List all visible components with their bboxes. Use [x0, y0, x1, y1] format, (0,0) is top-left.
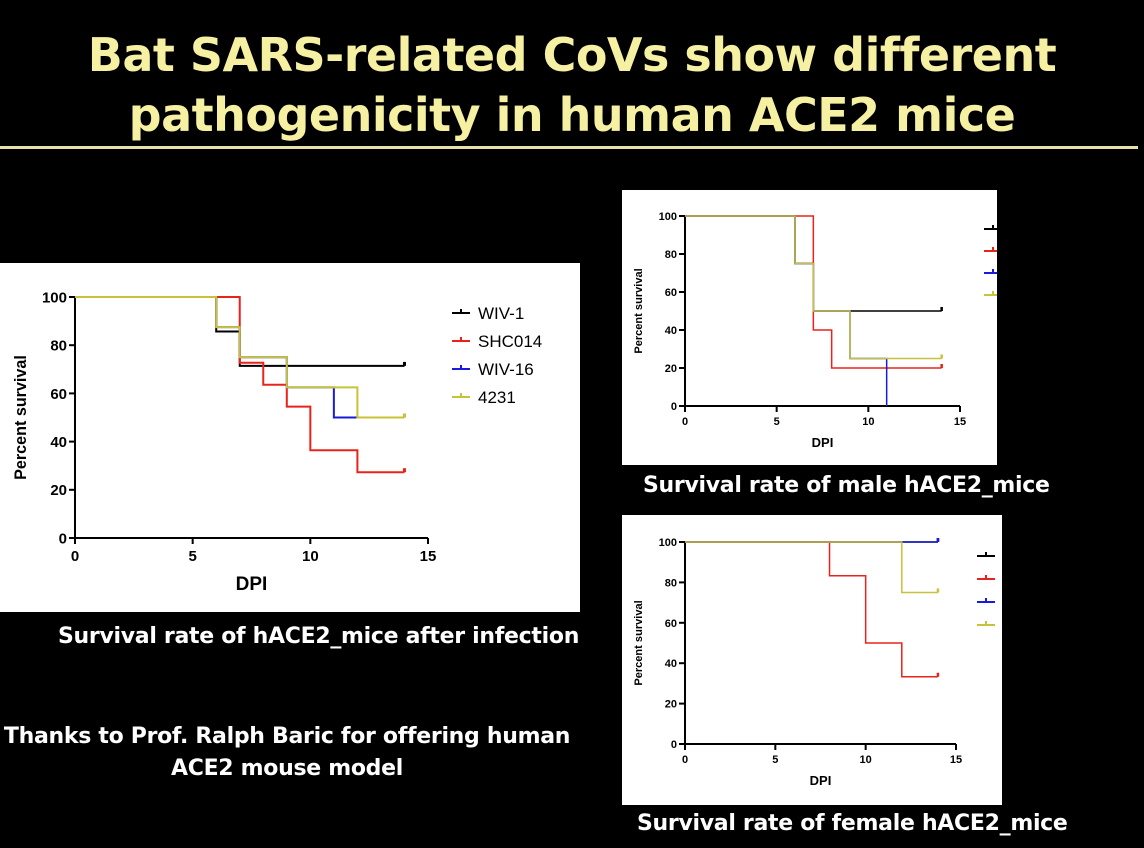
x-tick-label: 15 [954, 416, 966, 428]
y-tick-label: 0 [59, 530, 67, 547]
x-tick-label: 15 [420, 548, 437, 565]
x-tick-label: 10 [302, 548, 319, 565]
y-tick-label: 20 [665, 699, 677, 711]
x-tick-label: 0 [682, 416, 688, 428]
y-tick-label: 20 [50, 482, 67, 499]
y-tick-label: 80 [50, 338, 67, 355]
survival-curve-shc014 [685, 541, 938, 678]
y-tick-label: 60 [50, 386, 67, 403]
y-axis-label: Percent survival [12, 355, 30, 480]
legend-label: WIV-1 [478, 304, 524, 323]
caption-female: Survival rate of female hACE2_mice [637, 811, 1068, 836]
y-tick-label: 100 [659, 211, 677, 223]
survival-curve-4231 [685, 215, 942, 360]
survival-curve-4231 [75, 296, 405, 419]
x-tick-label: 5 [774, 416, 780, 428]
chart-svg: 0 20 40 60 80 100 0 5 10 15 DPI Percent survival WIV… [12, 289, 542, 595]
y-tick-label: 80 [665, 577, 677, 589]
x-axis-label: DPI [236, 574, 268, 595]
caption-male: Survival rate of male hACE2_mice [643, 473, 1050, 498]
x-tick-label: 0 [682, 754, 688, 766]
legend-label: 4231 [478, 388, 516, 407]
y-tick-label: 60 [665, 618, 677, 630]
y-tick-label: 20 [665, 363, 677, 375]
y-tick-label: 0 [671, 401, 677, 413]
y-tick-label: 80 [665, 249, 677, 261]
survival-curve-shc014 [75, 296, 405, 474]
y-tick-label: 100 [659, 537, 677, 549]
acknowledgement-line-2: ACE2 mouse model [171, 756, 403, 781]
y-tick-label: 0 [671, 739, 677, 751]
x-axis-label: DPI [810, 773, 832, 788]
y-tick-label: 40 [665, 658, 677, 670]
x-tick-label: 5 [772, 754, 778, 766]
legend-label: SHC014 [478, 332, 542, 351]
y-axis-label: Percent survival [633, 268, 645, 353]
x-axis-label: DPI [812, 435, 834, 450]
y-tick-label: 100 [42, 289, 67, 306]
caption-overall: Survival rate of hACE2_mice after infect… [58, 624, 580, 649]
x-tick-label: 10 [860, 754, 872, 766]
slide-title-line-1: Bat SARS-related CoVs show different [87, 28, 1057, 82]
x-tick-label: 15 [950, 754, 962, 766]
y-axis-label: Percent survival [633, 600, 645, 685]
y-tick-label: 40 [665, 325, 677, 337]
x-tick-label: 5 [188, 548, 196, 565]
x-tick-label: 10 [862, 416, 874, 428]
title-divider [0, 146, 1138, 149]
acknowledgement-line-1: Thanks to Prof. Ralph Baric for offering… [3, 724, 571, 749]
legend-label: WIV-16 [478, 360, 534, 379]
y-tick-label: 40 [50, 434, 67, 451]
x-tick-label: 0 [71, 548, 79, 565]
y-tick-label: 60 [665, 287, 677, 299]
survival-curve-4231 [685, 541, 938, 594]
slide-title-line-2: pathogenicity in human ACE2 mice [128, 88, 1016, 142]
chart-overall-survival: 0 20 40 60 80 100 0 5 10 15 DPI Percent survival WIV… [0, 263, 580, 612]
